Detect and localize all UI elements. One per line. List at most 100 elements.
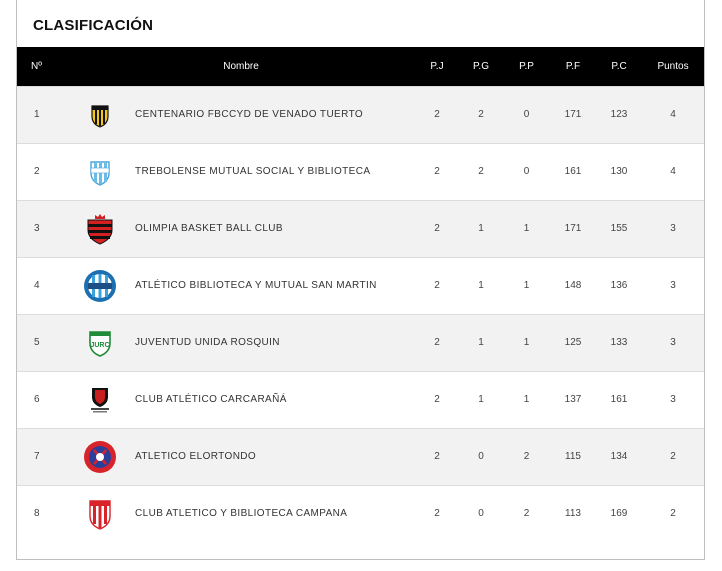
cell-pg: 1 <box>478 337 484 348</box>
cell-pp: 0 <box>523 109 530 120</box>
page-title: CLASIFICACIÓN <box>33 17 154 34</box>
crest-red-white-stripes-icon <box>89 500 111 530</box>
col-header-pg: P.G <box>473 60 489 72</box>
cell-pg: 2 <box>478 166 484 177</box>
cell-pg: 2 <box>478 109 484 120</box>
cell-pp: 0 <box>523 166 530 177</box>
cell-pf: 113 <box>565 508 581 520</box>
table-row[interactable]: 1 CENTENARIO FBCCYD DE VENADO TUERTO 2 2… <box>17 86 705 143</box>
crest-red-blue-round-icon <box>84 440 116 473</box>
crest-lightblue-white-icon <box>90 160 110 186</box>
cell-pp: 1 <box>523 337 530 348</box>
cell-pts: 3 <box>670 223 676 234</box>
cell-pc: 134 <box>610 451 628 462</box>
crest-green-white-icon: JURC <box>89 330 111 357</box>
cell-pg: 0 <box>478 451 484 462</box>
cell-pts: 3 <box>670 280 676 291</box>
col-header-name: Nombre <box>223 60 259 72</box>
team-logo: JURC <box>67 314 133 371</box>
crest-yellow-black-icon <box>86 100 114 129</box>
team-name[interactable]: OLIMPIA BASKET BALL CLUB <box>135 223 283 234</box>
team-logo <box>67 485 133 542</box>
cell-pf: 171 <box>564 109 582 120</box>
team-name[interactable]: CLUB ATLETICO Y BIBLIOTECA CAMPANA <box>135 508 348 520</box>
col-header-pos: Nº <box>31 60 42 72</box>
row-position: 5 <box>34 337 40 348</box>
cell-pts: 2 <box>670 508 676 520</box>
team-logo <box>67 257 133 314</box>
cell-pf: 115 <box>565 451 581 462</box>
crest-blue-white-round-icon <box>84 269 116 302</box>
table-row[interactable]: 7 ATLETICO ELORTONDO 2 0 2 115 134 2 <box>17 428 705 485</box>
row-position: 1 <box>34 109 40 120</box>
col-header-pf: P.F <box>565 60 581 72</box>
cell-pf: 125 <box>564 337 582 348</box>
cell-pts: 3 <box>670 394 676 405</box>
team-logo <box>67 371 133 428</box>
cell-pf: 148 <box>564 280 582 291</box>
table-row[interactable]: 3 OLIMPIA BASKET BALL CLUB 2 1 1 171 155 <box>17 200 705 257</box>
col-header-pp: P.P <box>519 60 534 72</box>
table-row[interactable]: 2 TREBOLENSE MUTUAL SOCIAL Y BIBLIOTECA … <box>17 143 705 200</box>
row-position: 2 <box>34 166 40 177</box>
table-header: Nº Nombre P.J P.G P.P P.F P.C Puntos <box>17 47 705 86</box>
divider <box>67 86 133 89</box>
cell-pj: 2 <box>434 337 440 348</box>
cell-pc: 169 <box>610 508 628 520</box>
cell-pp: 1 <box>523 280 530 291</box>
cell-pc: 161 <box>610 394 628 405</box>
cell-pp: 1 <box>523 223 530 234</box>
cell-pj: 2 <box>434 451 440 462</box>
cell-pf: 137 <box>564 394 582 405</box>
cell-pc: 123 <box>610 109 628 120</box>
cell-pf: 161 <box>564 166 582 177</box>
col-header-pc: P.C <box>611 60 627 72</box>
table-row[interactable]: 4 ATLÉTICO BIBLIOTECA Y MUTUAL SAN MARTI… <box>17 257 705 314</box>
standings-table: Nº Nombre P.J P.G P.P P.F P.C Puntos 1 <box>17 47 705 542</box>
cell-pg: 0 <box>478 508 484 520</box>
cell-pj: 2 <box>434 223 440 234</box>
col-header-pts: Puntos <box>657 60 689 72</box>
svg-text:JURC: JURC <box>90 342 109 349</box>
cell-pj: 2 <box>434 280 440 291</box>
cell-pp: 1 <box>523 394 530 405</box>
cell-pj: 2 <box>434 394 440 405</box>
team-logo <box>67 428 133 485</box>
cell-pts: 3 <box>670 337 676 348</box>
cell-pp: 2 <box>523 508 530 520</box>
row-position: 6 <box>34 394 40 405</box>
row-position: 8 <box>34 508 40 520</box>
cell-pg: 1 <box>478 223 484 234</box>
row-position: 3 <box>34 223 40 234</box>
standings-panel: CLASIFICACIÓN Nº Nombre P.J P.G P.P P.F … <box>16 0 705 560</box>
table-row[interactable]: 8 CLUB ATLETICO Y BIBLIOTECA CAMPANA 2 0… <box>17 485 705 542</box>
cell-pj: 2 <box>434 166 440 177</box>
cell-pj: 2 <box>434 508 440 520</box>
cell-pj: 2 <box>434 109 440 120</box>
cell-pg: 1 <box>478 280 484 291</box>
team-name[interactable]: CLUB ATLÉTICO CARCARAÑÁ <box>135 394 287 405</box>
cell-pc: 155 <box>610 223 628 234</box>
cell-pg: 1 <box>478 394 484 405</box>
cell-pts: 2 <box>670 451 676 462</box>
cell-pts: 4 <box>670 109 676 120</box>
row-position: 4 <box>34 280 40 291</box>
team-name[interactable]: ATLETICO ELORTONDO <box>135 451 257 462</box>
cell-pp: 2 <box>523 451 530 462</box>
cell-pts: 4 <box>670 166 676 177</box>
crest-red-black-small-icon <box>91 387 109 412</box>
cell-pc: 136 <box>610 280 628 291</box>
team-name[interactable]: TREBOLENSE MUTUAL SOCIAL Y BIBLIOTECA <box>135 166 371 177</box>
team-name[interactable]: CENTENARIO FBCCYD DE VENADO TUERTO <box>135 109 364 120</box>
table-row[interactable]: 6 CLUB ATLÉTICO CARCARAÑÁ 2 1 1 137 161 … <box>17 371 705 428</box>
crest-red-black-icon <box>87 213 113 245</box>
cell-pf: 171 <box>564 223 582 234</box>
team-name[interactable]: JUVENTUD UNIDA ROSQUIN <box>135 337 280 348</box>
team-logo <box>67 200 133 257</box>
cell-pc: 130 <box>610 166 628 177</box>
team-name[interactable]: ATLÉTICO BIBLIOTECA Y MUTUAL SAN MARTIN <box>135 280 377 291</box>
col-header-pj: P.J <box>430 60 444 72</box>
row-position: 7 <box>34 451 40 462</box>
table-row[interactable]: 5 JURC JUVENTUD UNIDA ROSQUIN 2 1 1 125 … <box>17 314 705 371</box>
team-logo <box>67 86 133 143</box>
